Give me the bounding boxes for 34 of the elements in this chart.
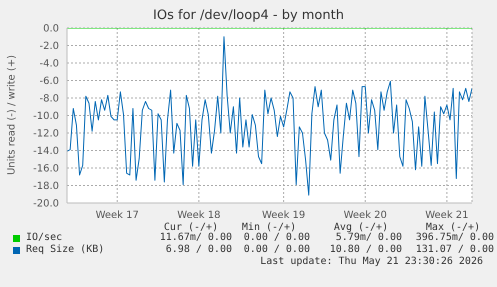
- text: 11.67m/ 0.00: [158, 232, 232, 243]
- y-tick-label: -4.0: [39, 58, 59, 70]
- text: 0.00 / 0.00: [244, 244, 310, 255]
- text: Min (-/+): [240, 222, 296, 233]
- text: 5.79m/ 0.00: [336, 232, 402, 243]
- text: Cur (-/+): [164, 222, 218, 233]
- text: 10.80 / 0.00: [328, 244, 402, 255]
- y-tick-label: -12.0: [33, 128, 59, 140]
- x-tick-label: Week 20: [344, 210, 387, 222]
- y-tick-label: -18.0: [33, 181, 59, 192]
- y-tick-label: -6.0: [39, 76, 59, 88]
- x-tick-label: Week 18: [177, 210, 221, 222]
- y-tick-label: -14.0: [33, 146, 59, 158]
- text: 6.98 / 0.00: [164, 244, 232, 255]
- text: Avg (-/+): [332, 222, 388, 233]
- text: 396.75m/ 0.00: [414, 232, 494, 243]
- line-series: [67, 36, 472, 196]
- legend-label: IO/sec: [26, 232, 62, 243]
- y-tick-label: 0.0: [43, 24, 59, 35]
- y-tick-label: -10.0: [33, 111, 59, 122]
- text: Last update: Thu May 21 23:30:26 2026: [260, 256, 483, 267]
- y-axis-title: Units read (-) / write (+): [6, 54, 18, 176]
- text: Max (-/+): [426, 222, 480, 233]
- legend-label: Req Size (KB): [26, 244, 104, 255]
- chart-title: IOs for /dev/loop4 - by month: [152, 8, 345, 23]
- x-tick-label: Week 21: [425, 210, 469, 222]
- x-tick-label: Week 19: [262, 210, 306, 222]
- y-tick-label: -8.0: [39, 94, 59, 105]
- y-tick-label: -2.0: [39, 41, 59, 52]
- text: 0.00 / 0.00: [244, 232, 310, 243]
- y-tick-label: -20.0: [33, 198, 59, 210]
- x-tick-label: Week 17: [96, 210, 139, 222]
- y-tick-label: -16.0: [33, 164, 59, 175]
- text: 131.07 / 0.00: [414, 244, 494, 255]
